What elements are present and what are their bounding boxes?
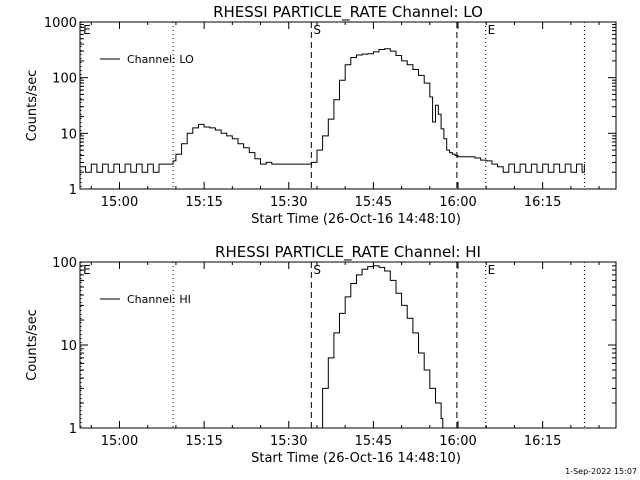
event-marker-label: S [313,263,321,277]
x-tick-label: 15:00 [101,195,138,210]
x-tick-label: 15:30 [270,434,307,449]
series-line [315,265,444,428]
y-tick-label: 1 [69,183,77,198]
legend-label: Channel: LO [127,53,194,66]
plot-frame [79,21,617,190]
legend-label: Channel: HI [127,293,191,306]
series-line [81,48,585,173]
x-tick-label: 16:15 [524,195,561,210]
y-tick-label: 100 [52,72,77,87]
chart-title: RHESSI PARTICLE_RATE Channel: HI [215,243,481,262]
panel-channel-lo: RHESSI PARTICLE_RATE Channel: LO 15:00 15:… [25,3,617,227]
y-tick-label: 10 [60,127,77,142]
x-tick-label: 16:00 [439,434,476,449]
y-tick-label: 1 [69,422,77,437]
x-tick-label: 16:15 [524,434,561,449]
event-marker-label: E [488,263,496,277]
x-tick-label: 16:00 [439,195,476,210]
panel-channel-hi: RHESSI PARTICLE_RATE Channel: HI 15:00 15:… [25,243,617,466]
x-tick-label: 15:00 [101,434,138,449]
x-tick-label: 15:45 [355,434,392,449]
event-marker-label: E [83,23,91,37]
x-axis-label: Start Time (26-Oct-16 14:48:10) [251,451,461,466]
chart-title: RHESSI PARTICLE_RATE Channel: LO [213,3,483,22]
x-tick-label: 15:15 [185,434,222,449]
y-tick-label: 10 [60,339,77,354]
y-axis-label: Counts/sec [25,309,40,381]
y-axis-label: Counts/sec [25,70,40,142]
plot-frame [79,261,617,429]
y-tick-label: 100 [52,256,77,271]
x-tick-label: 15:15 [185,195,222,210]
x-tick-label: 15:45 [355,195,392,210]
x-tick-label: 15:30 [270,195,307,210]
y-tick-label: 1000 [44,16,77,31]
x-axis-label: Start Time (26-Oct-16 14:48:10) [251,212,461,227]
event-marker-label: E [83,263,91,277]
event-marker-label: S [313,23,321,37]
plot-timestamp: 1-Sep-2022 15:07 [565,467,637,476]
event-marker-label: E [488,23,496,37]
